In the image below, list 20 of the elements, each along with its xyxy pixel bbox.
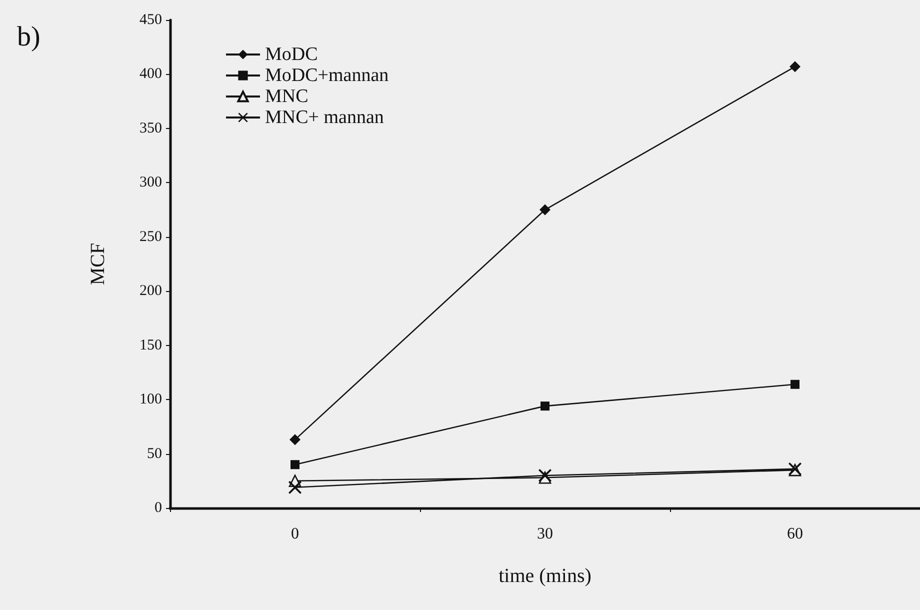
legend-label: MoDC (265, 44, 318, 65)
x-tick-label: 0 (291, 526, 299, 542)
y-tick-label: 350 (140, 120, 162, 136)
y-tick-label: 150 (140, 337, 162, 354)
legend-label: MNC+ mannan (265, 107, 384, 128)
x-axis-title: time (mins) (498, 565, 592, 587)
x-tick-label: 60 (787, 526, 803, 542)
x-tick-label: 30 (537, 526, 553, 542)
y-tick-label: 0 (154, 500, 162, 516)
legend-label: MoDC+mannan (265, 65, 390, 86)
y-tick-label: 300 (140, 174, 162, 191)
y-axis-title: MCF (87, 242, 109, 286)
y-tick-label: 400 (140, 66, 162, 82)
y-tick-label: 450 (140, 12, 162, 28)
y-tick-label: 50 (147, 446, 162, 462)
y-tick-label: 200 (140, 283, 162, 300)
chart-title: b) (17, 22, 40, 52)
y-tick-label: 250 (140, 228, 162, 245)
legend-label: MNC (265, 86, 308, 107)
y-tick-label: 100 (140, 392, 162, 408)
